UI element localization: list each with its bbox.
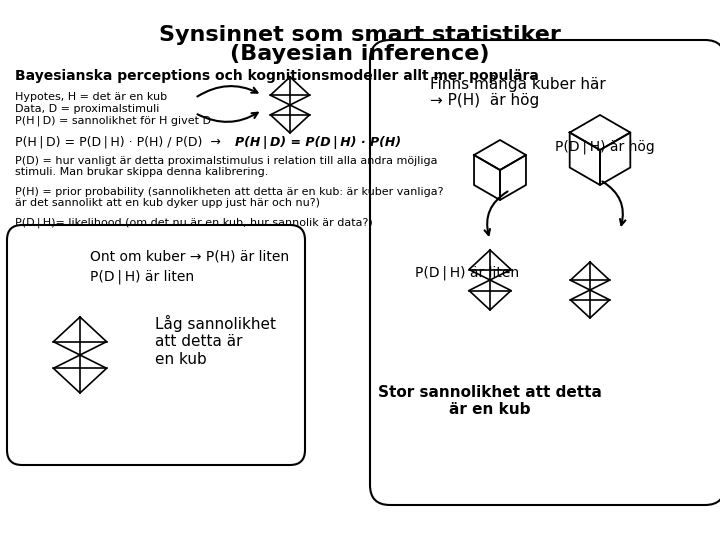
Text: stimuli. Man brukar skippa denna kalibrering.: stimuli. Man brukar skippa denna kalibre… (15, 167, 269, 177)
Text: P(D) = hur vanligt är detta proximalstimulus i relation till alla andra möjliga: P(D) = hur vanligt är detta proximalstim… (15, 156, 438, 166)
Text: Data, D = proximalstimuli: Data, D = proximalstimuli (15, 104, 159, 114)
Text: P(H | D) = sannolikhet för H givet D: P(H | D) = sannolikhet för H givet D (15, 116, 211, 126)
Text: P(H) = prior probability (sannolikheten att detta är en kub: är kuber vanliga?: P(H) = prior probability (sannolikheten … (15, 187, 444, 197)
Text: → P(H)  är hög: → P(H) är hög (430, 93, 539, 108)
FancyBboxPatch shape (370, 40, 720, 505)
Text: Stor sannolikhet att detta
är en kub: Stor sannolikhet att detta är en kub (378, 385, 602, 417)
Text: är det sannolikt att en kub dyker upp just här och nu?): är det sannolikt att en kub dyker upp ju… (15, 198, 320, 208)
Text: Bayesianska perceptions och kognitionsmodeller allt mer populära: Bayesianska perceptions och kognitionsmo… (15, 69, 539, 83)
Text: Finns många kuber här: Finns många kuber här (430, 75, 606, 92)
Text: Låg sannolikhet
att detta är
en kub: Låg sannolikhet att detta är en kub (155, 315, 276, 367)
Text: (Bayesian inference): (Bayesian inference) (230, 44, 490, 64)
Text: Synsinnet som smart statistiker: Synsinnet som smart statistiker (159, 25, 561, 45)
Text: Ont om kuber → P(H) är liten: Ont om kuber → P(H) är liten (90, 250, 289, 264)
Text: Hypotes, H = det är en kub: Hypotes, H = det är en kub (15, 92, 167, 102)
Text: P(H | D) = P(D | H) · P(H): P(H | D) = P(D | H) · P(H) (235, 136, 401, 149)
Text: P(D | H) är liten: P(D | H) är liten (415, 265, 519, 280)
Text: P(H | D) = P(D | H) · P(H) / P(D)  →: P(H | D) = P(D | H) · P(H) / P(D) → (15, 136, 229, 149)
Text: P(D | H)= likelihood (om det nu är en kub, hur sannolik är data?): P(D | H)= likelihood (om det nu är en ku… (15, 218, 373, 228)
FancyBboxPatch shape (7, 225, 305, 465)
Text: P(D | H) är liten: P(D | H) är liten (90, 270, 194, 285)
Text: P(D | H) är hög: P(D | H) är hög (555, 140, 654, 154)
